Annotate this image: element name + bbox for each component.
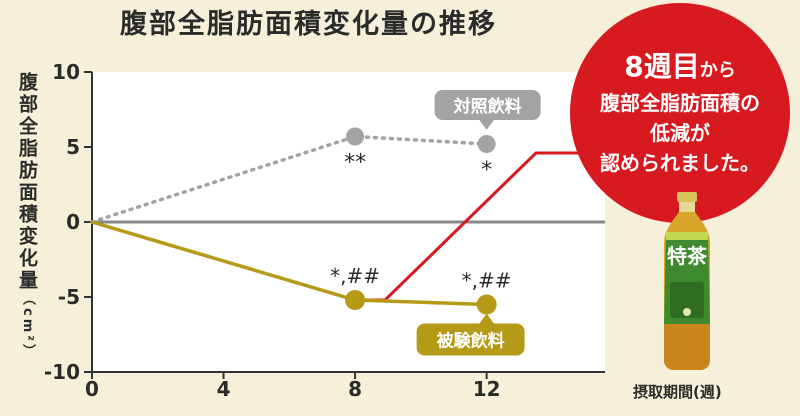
product-bottle-image: 特茶 (664, 192, 710, 370)
promo-line4: 認められました。 (600, 151, 760, 175)
control-legend-pointer (478, 119, 495, 130)
test-legend-box (416, 323, 525, 356)
control-legend-box (434, 90, 541, 120)
test-legend-label: 被験飲料 (437, 331, 505, 352)
test-legend-pointer (478, 313, 495, 325)
promo-line1-small: から (699, 60, 736, 81)
test-point (476, 294, 497, 315)
y-tick-label: -5 (58, 285, 80, 309)
test-significance-label: *,## (330, 264, 380, 288)
y-tick-label: 5 (66, 135, 80, 159)
promo-line1-big: 8週目 (624, 50, 700, 83)
y-tick-label: -10 (44, 360, 80, 384)
control-point (346, 127, 365, 146)
x-tick-label: 8 (348, 377, 362, 401)
promo-body: 腹部全脂肪面積の 低減が 認められました。 (570, 88, 790, 178)
y-axis-unit: （cm²） (20, 292, 35, 360)
control-point (477, 135, 496, 153)
control-legend-label: 対照飲料 (453, 96, 522, 117)
y-axis-label-text: 腹部全脂肪面積変化量 (16, 72, 38, 292)
control-significance-label: * (481, 158, 492, 183)
x-tick-label: 0 (85, 377, 99, 401)
y-axis-label: 腹部全脂肪面積変化量（cm²） (12, 72, 42, 360)
y-tick-label: 0 (66, 210, 80, 234)
chart-title: 腹部全脂肪面積変化量の推移 (120, 9, 497, 40)
control-significance-label: ** (344, 151, 366, 176)
svg-text:特茶: 特茶 (667, 244, 708, 268)
promo-line3: 低減が (650, 121, 710, 145)
promo-circle: 8週目から 腹部全脂肪面積の 低減が 認められました。 (570, 3, 790, 223)
x-tick-label: 12 (473, 377, 501, 401)
x-axis-label: 摂取期間(週) (633, 383, 722, 401)
test-significance-label: *,## (462, 269, 512, 293)
x-tick-label: 4 (217, 377, 231, 401)
y-tick-label: 10 (52, 60, 80, 84)
test-point (345, 290, 366, 310)
promo-line1: 8週目から (570, 45, 790, 85)
promo-line2: 腹部全脂肪面積の (600, 91, 760, 115)
